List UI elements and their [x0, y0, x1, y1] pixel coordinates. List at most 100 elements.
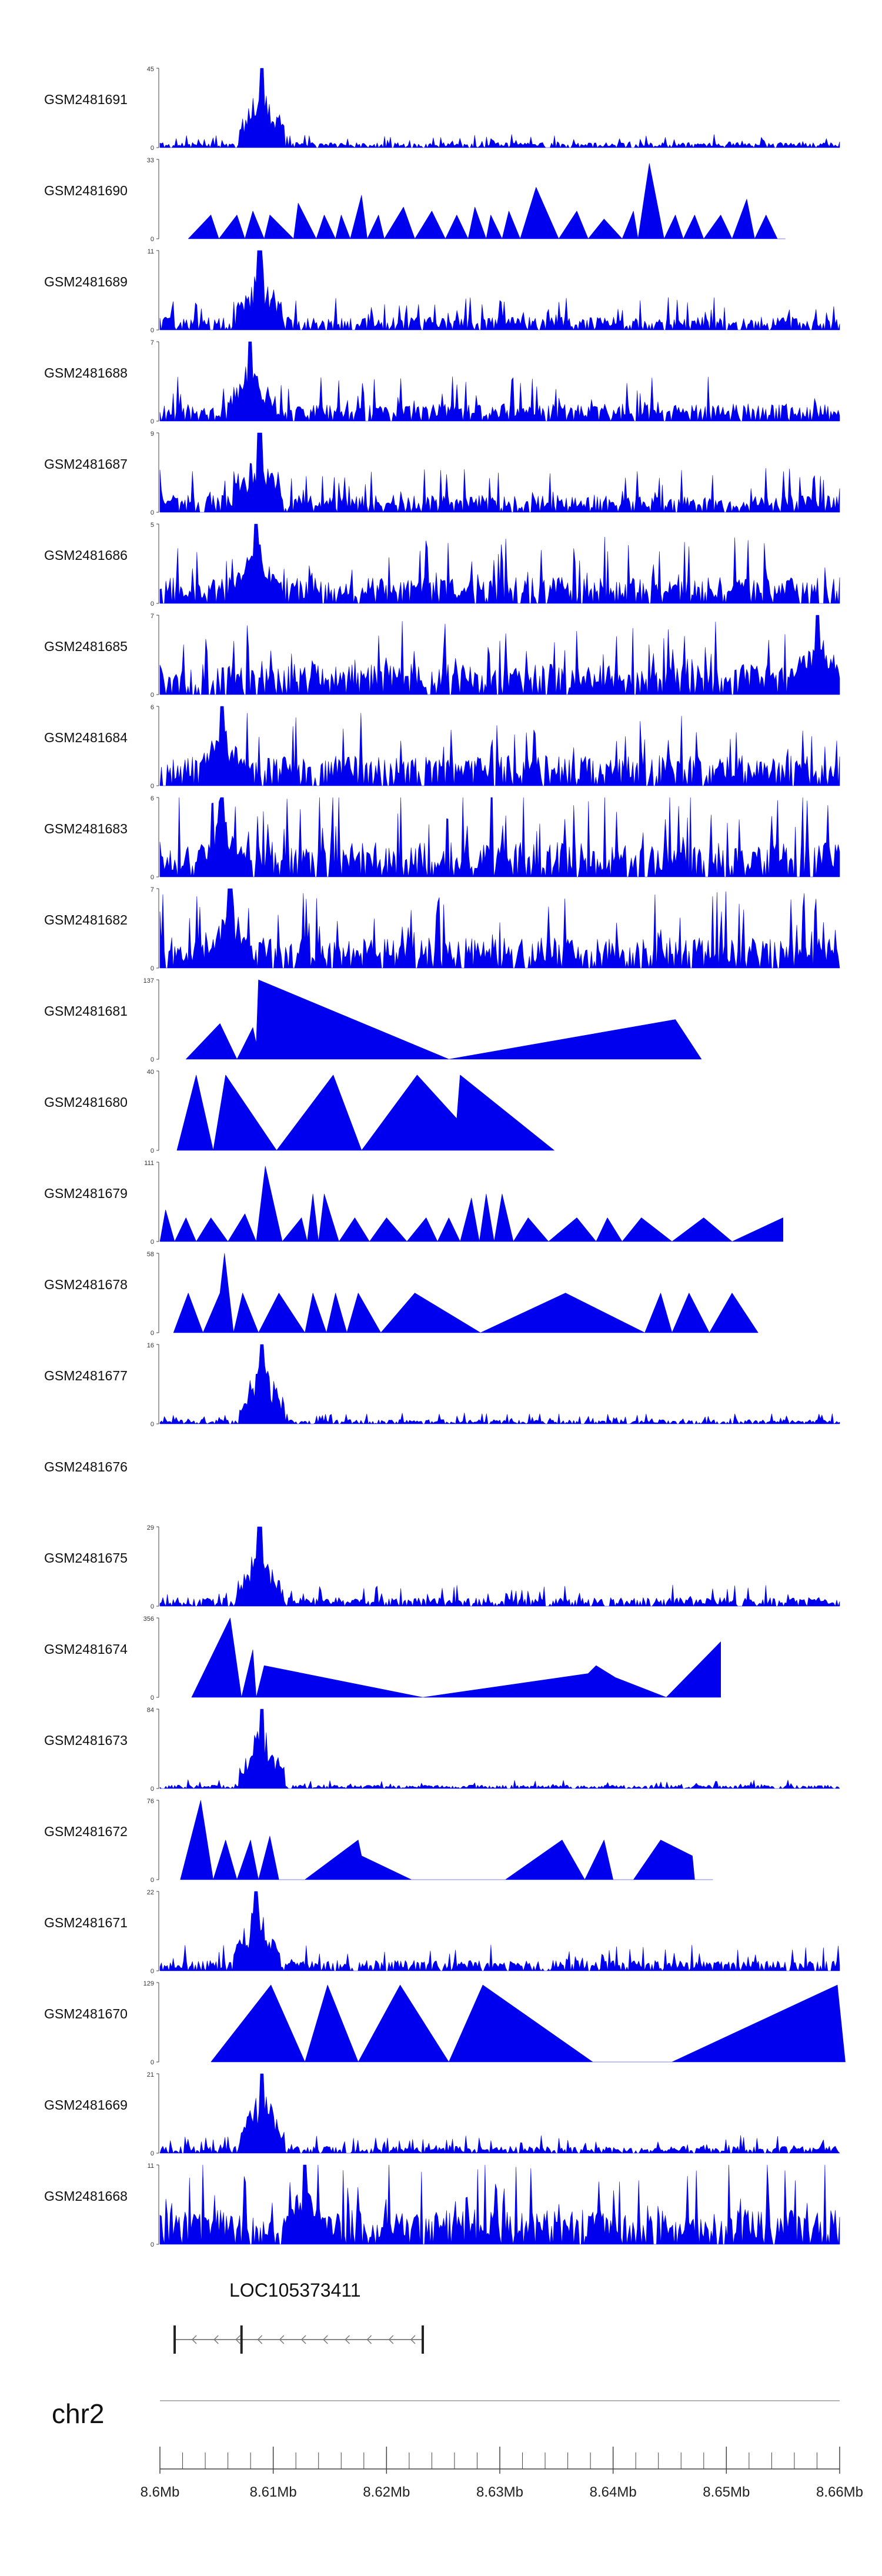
- x-tick-label: 8.6Mb: [141, 2484, 180, 2500]
- x-tick-label: 8.61Mb: [250, 2484, 297, 2500]
- y-min-label: 0: [151, 418, 154, 425]
- y-max-label: 84: [147, 1707, 154, 1714]
- y-min-label: 0: [151, 1786, 154, 1793]
- track-GSM2481673: GSM2481673 84 0: [44, 1707, 840, 1793]
- track-label: GSM2481678: [44, 1277, 128, 1292]
- track-label: GSM2481681: [44, 1003, 128, 1019]
- y-max-label: 21: [147, 2071, 154, 2078]
- signal-area: [159, 250, 840, 331]
- track-label: GSM2481670: [44, 2006, 128, 2021]
- y-min-label: 0: [151, 1330, 154, 1337]
- y-min-label: 0: [151, 1603, 154, 1610]
- y-min-label: 0: [151, 509, 154, 516]
- track-GSM2481672: GSM2481672 76 0: [44, 1798, 713, 1884]
- track-GSM2481676: GSM2481676: [44, 1459, 128, 1474]
- track-GSM2481684: GSM2481684 6 0: [44, 704, 840, 790]
- track-label: GSM2481679: [44, 1186, 128, 1201]
- y-max-label: 9: [151, 431, 154, 438]
- y-min-label: 0: [151, 1421, 154, 1428]
- signal-area: [186, 979, 702, 1060]
- track-label: GSM2481685: [44, 639, 128, 654]
- signal-area: [159, 341, 840, 422]
- track-GSM2481670: GSM2481670 129 0: [44, 1980, 846, 2066]
- track-GSM2481677: GSM2481677 16 0: [44, 1342, 840, 1428]
- strand-chevron-icon: [235, 2335, 240, 2344]
- y-min-label: 0: [151, 600, 154, 608]
- track-GSM2481683: GSM2481683 6 0: [44, 795, 840, 881]
- signal-area: [159, 432, 840, 513]
- y-min-label: 0: [151, 2059, 154, 2066]
- track-label: GSM2481669: [44, 2097, 128, 2113]
- gene-name-label: LOC105373411: [229, 2280, 361, 2301]
- track-label: GSM2481676: [44, 1459, 128, 1474]
- y-max-label: 58: [147, 1251, 154, 1258]
- y-min-label: 0: [151, 236, 154, 243]
- y-max-label: 7: [151, 339, 154, 346]
- y-min-label: 0: [151, 692, 154, 699]
- signal-area: [159, 1709, 840, 1789]
- track-GSM2481680: GSM2481680 40 0: [44, 1069, 554, 1154]
- signal-area: [159, 2073, 840, 2154]
- signal-area: [180, 1800, 713, 1880]
- y-min-label: 0: [151, 1239, 154, 1246]
- y-max-label: 111: [144, 1160, 154, 1167]
- strand-chevron-icon: [323, 2335, 328, 2344]
- y-min-label: 0: [151, 1694, 154, 1701]
- y-min-label: 0: [151, 874, 154, 881]
- track-label: GSM2481687: [44, 456, 128, 472]
- y-max-label: 45: [147, 66, 154, 73]
- y-max-label: 7: [151, 613, 154, 620]
- track-GSM2481681: GSM2481681 137 0: [44, 977, 702, 1063]
- signal-area: [191, 1617, 721, 1698]
- track-label: GSM2481688: [44, 365, 128, 381]
- track-GSM2481674: GSM2481674 356 0: [44, 1616, 721, 1701]
- track-GSM2481678: GSM2481678 58 0: [44, 1251, 759, 1337]
- track-GSM2481671: GSM2481671 22 0: [44, 1889, 840, 1975]
- y-min-label: 0: [151, 965, 154, 972]
- y-max-label: 16: [147, 1342, 154, 1349]
- y-max-label: 6: [151, 795, 154, 802]
- strand-chevron-icon: [191, 2335, 197, 2344]
- track-label: GSM2481682: [44, 912, 128, 927]
- y-max-label: 40: [147, 1069, 154, 1076]
- track-GSM2481686: GSM2481686 5 0: [44, 522, 840, 608]
- track-label: GSM2481672: [44, 1824, 128, 1839]
- track-label: GSM2481686: [44, 548, 128, 563]
- signal-area: [159, 1526, 840, 1607]
- track-GSM2481682: GSM2481682 7 0: [44, 886, 840, 972]
- y-min-label: 0: [151, 145, 154, 152]
- track-GSM2481685: GSM2481685 7 0: [44, 613, 840, 699]
- x-tick-label: 8.65Mb: [703, 2484, 750, 2500]
- y-min-label: 0: [151, 1877, 154, 1884]
- track-label: GSM2481675: [44, 1550, 128, 1566]
- strand-chevron-icon: [213, 2335, 219, 2344]
- x-tick-label: 8.64Mb: [590, 2484, 637, 2500]
- track-GSM2481687: GSM2481687 9 0: [44, 431, 840, 516]
- track-label: GSM2481668: [44, 2188, 128, 2204]
- signal-area: [211, 1984, 846, 2063]
- strand-chevron-icon: [410, 2335, 416, 2344]
- signal-area: [159, 615, 840, 695]
- y-min-label: 0: [151, 1968, 154, 1975]
- track-label: GSM2481680: [44, 1095, 128, 1110]
- strand-chevron-icon: [345, 2335, 350, 2344]
- signal-area: [188, 163, 786, 239]
- track-label: GSM2481689: [44, 274, 128, 289]
- track-GSM2481688: GSM2481688 7 0: [44, 339, 840, 425]
- gene-annotation-track: LOC105373411: [173, 2280, 424, 2354]
- track-label: GSM2481683: [44, 821, 128, 836]
- y-min-label: 0: [151, 2150, 154, 2157]
- signal-area: [173, 1253, 759, 1333]
- y-max-label: 7: [151, 886, 154, 893]
- track-label: GSM2481673: [44, 1733, 128, 1748]
- y-min-label: 0: [151, 327, 154, 334]
- signal-area: [159, 706, 840, 786]
- signal-area: [159, 1344, 840, 1424]
- y-max-label: 356: [143, 1616, 154, 1623]
- signal-area: [159, 1891, 840, 1971]
- strand-chevron-icon: [257, 2335, 263, 2344]
- track-GSM2481679: GSM2481679 111 0: [44, 1160, 783, 1246]
- signal-area: [159, 2164, 840, 2245]
- signal-area: [176, 1075, 554, 1151]
